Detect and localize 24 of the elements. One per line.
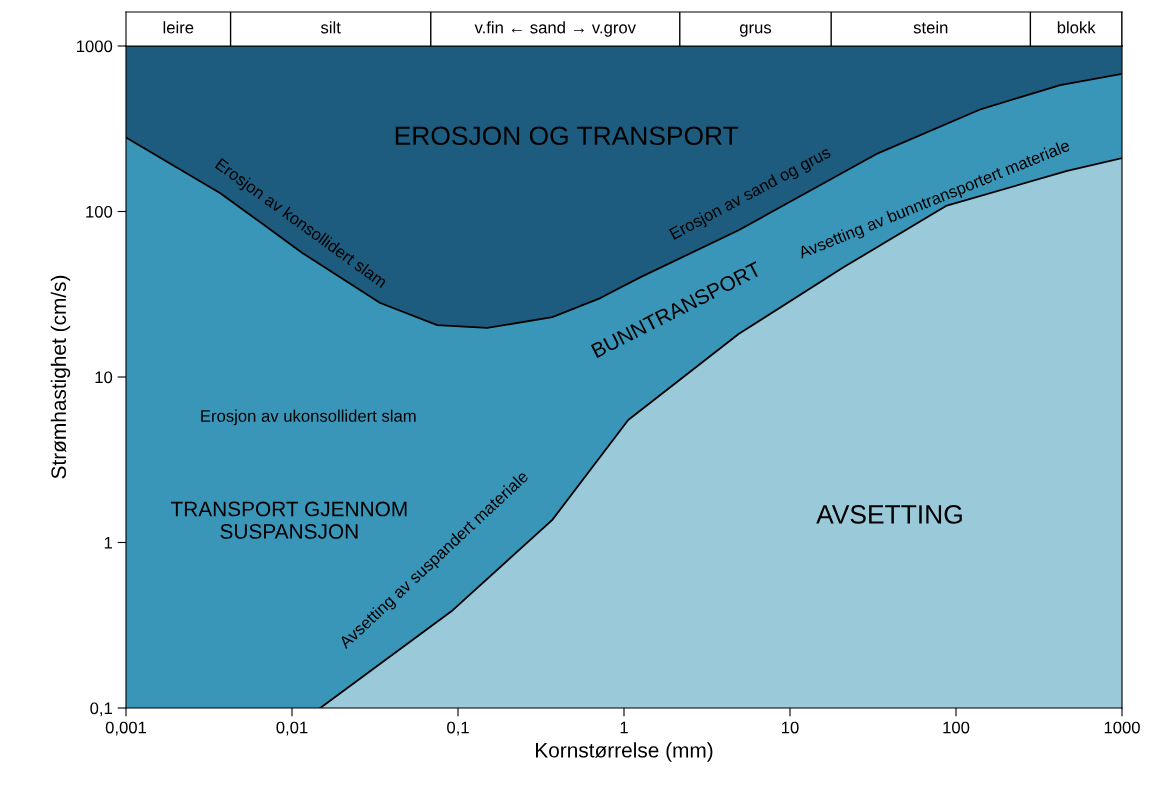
text: silt [320,21,341,34]
y-tick-label: 0,1 [90,702,112,717]
x-tick-label: 1000 [1104,721,1140,734]
text: blokk [1057,21,1096,34]
y-tick-label: 1000 [77,40,113,53]
annotation: TRANSPORT GJENNOM SUSPANSJON [170,501,407,539]
annotation: AVSETTING [816,505,962,524]
y-tick-label: 100 [86,205,113,218]
x-tick-label: 100 [943,721,970,734]
x-axis-title: Kornstørrelse (mm) [536,742,713,762]
x-tick-label: 1 [620,721,628,734]
x-tick-label: 0,1 [447,721,469,736]
text: v.fin ← sand → v.grov [474,21,636,37]
y-axis-title: Strømhastighet (cm/s) [50,275,71,479]
annotation: EROSJON OG TRANSPORT [395,126,739,146]
text: stein [913,21,948,34]
annotation: Erosjon av ukonsollidert slam [201,409,416,426]
y-tick-label: 10 [95,371,113,384]
text: grus [739,24,772,37]
x-tick-label: 10 [782,721,799,734]
y-tick-label: 1 [104,537,112,549]
x-tick-label: 0,001 [105,721,147,736]
x-tick-label: 0,01 [276,721,308,736]
text: leire [163,21,194,34]
